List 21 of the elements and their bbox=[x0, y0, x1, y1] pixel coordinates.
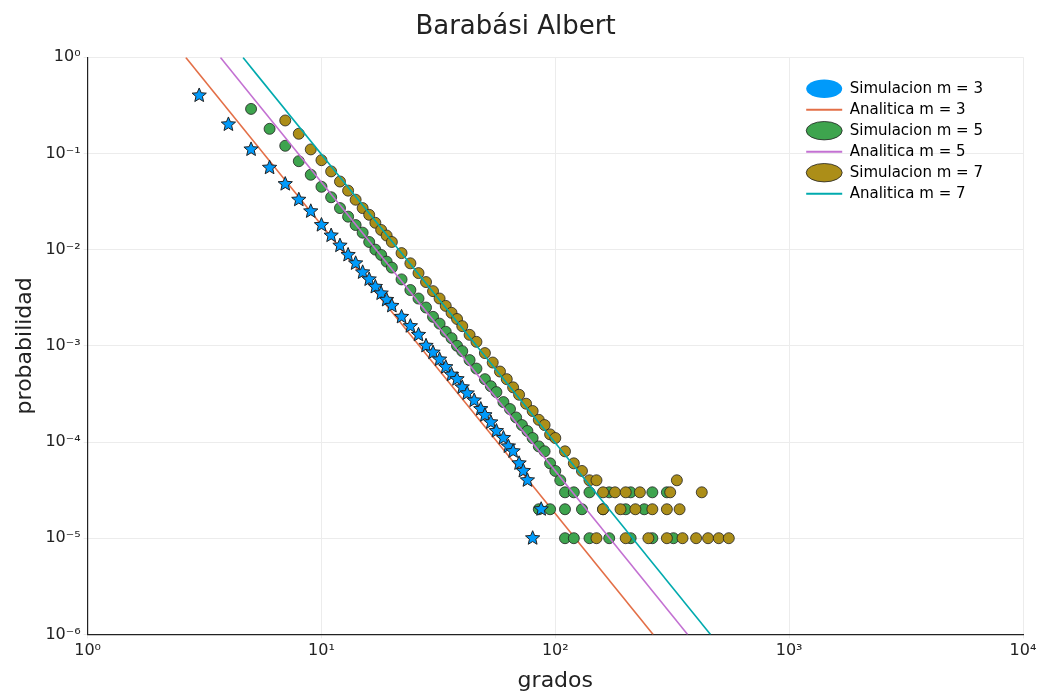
y-tick-label: 10⁻³ bbox=[45, 334, 81, 354]
chart-title: Barabási Albert bbox=[415, 10, 616, 41]
y-tick-label: 10⁻² bbox=[45, 238, 81, 258]
x-tick-label: 10⁰ bbox=[74, 640, 102, 660]
y-axis-title: probabilidad bbox=[10, 277, 36, 415]
legend-label: Analitica m = 7 bbox=[849, 183, 966, 202]
legend-label: Analitica m = 3 bbox=[849, 99, 966, 118]
y-tick-label: 10⁻¹ bbox=[45, 142, 81, 162]
legend-label: Analitica m = 5 bbox=[849, 141, 966, 160]
y-tick-label: 10⁰ bbox=[53, 46, 81, 66]
legend-label: Simulacion m = 3 bbox=[849, 78, 983, 97]
x-tick-label: 10¹ bbox=[308, 640, 335, 660]
x-axis-title: grados bbox=[517, 666, 593, 692]
y-tick-label: 10⁻⁴ bbox=[45, 431, 81, 451]
y-tick-label: 10⁻⁵ bbox=[45, 527, 81, 547]
legend-label: Simulacion m = 7 bbox=[849, 162, 983, 181]
legend-label: Simulacion m = 5 bbox=[849, 120, 983, 139]
x-tick-label: 10² bbox=[541, 640, 569, 660]
x-tick-label: 10³ bbox=[775, 640, 803, 660]
x-tick-label: 10⁴ bbox=[1009, 640, 1037, 660]
y-tick-label: 10⁻⁶ bbox=[45, 623, 81, 643]
